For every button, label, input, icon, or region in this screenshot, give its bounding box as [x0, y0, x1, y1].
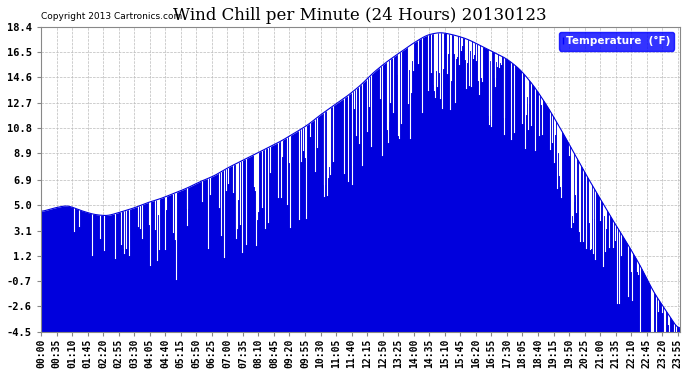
- Title: Wind Chill per Minute (24 Hours) 20130123: Wind Chill per Minute (24 Hours) 2013012…: [173, 7, 547, 24]
- Text: Copyright 2013 Cartronics.com: Copyright 2013 Cartronics.com: [41, 12, 182, 21]
- Legend: Temperature  (°F): Temperature (°F): [558, 32, 674, 51]
